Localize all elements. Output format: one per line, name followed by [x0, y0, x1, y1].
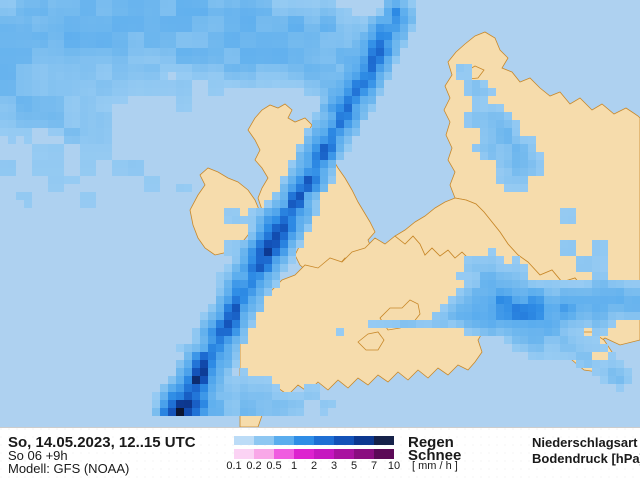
svg-text:5: 5 — [351, 460, 357, 472]
svg-text:Bodendruck [hPa]: Bodendruck [hPa] — [532, 451, 640, 466]
svg-text:2: 2 — [311, 460, 317, 472]
svg-text:7: 7 — [371, 460, 377, 472]
svg-text:Niederschlagsart: Niederschlagsart — [532, 435, 638, 450]
svg-text:3: 3 — [331, 460, 337, 472]
svg-text:0.1: 0.1 — [226, 460, 241, 472]
svg-text:1: 1 — [291, 460, 297, 472]
svg-text:0.2: 0.2 — [246, 460, 261, 472]
svg-text:Schnee: Schnee — [408, 447, 461, 464]
svg-text:Modell: GFS (NOAA): Modell: GFS (NOAA) — [8, 461, 129, 476]
svg-text:10: 10 — [388, 460, 400, 472]
svg-text:0.5: 0.5 — [266, 460, 281, 472]
